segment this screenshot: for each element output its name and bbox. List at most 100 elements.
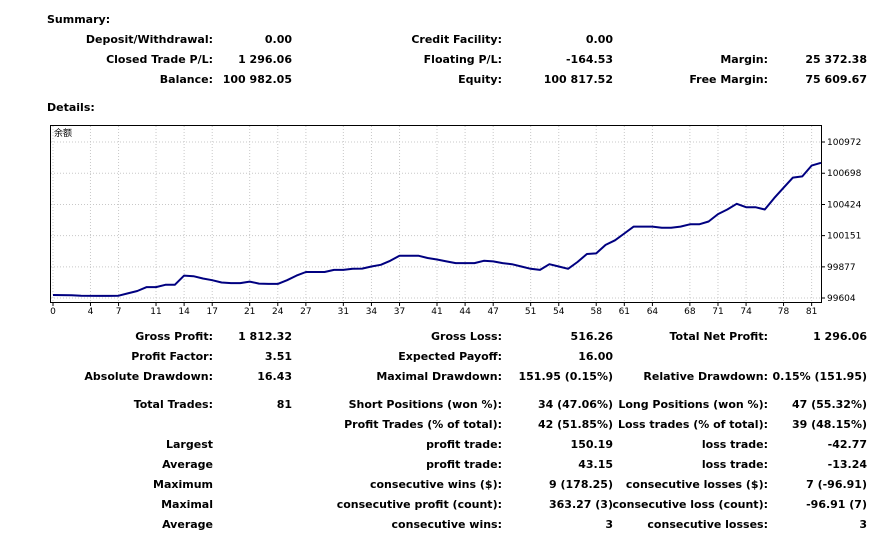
x-tick-label: 71 <box>712 307 723 317</box>
total-net-profit-label: Total Net Profit: <box>669 330 769 343</box>
x-tick-label: 7 <box>116 307 122 317</box>
x-tick-label: 81 <box>806 307 817 317</box>
maximal-drawdown-label: Maximal Drawdown: <box>376 370 502 383</box>
y-tick-label: 100698 <box>827 169 862 179</box>
average-loss-label: loss trade: <box>701 458 768 471</box>
relative-drawdown-value: 0.15% (151.95) <box>772 370 868 383</box>
x-tick-label: 61 <box>619 307 630 317</box>
y-tick-label: 99877 <box>827 263 856 273</box>
average-label: Average <box>162 458 213 471</box>
equity-label: Equity: <box>458 73 502 86</box>
x-tick-label: 78 <box>778 307 790 317</box>
x-tick-label: 37 <box>394 307 405 317</box>
absolute-drawdown-value: 16.43 <box>257 370 292 383</box>
x-tick-label: 51 <box>525 307 536 317</box>
maximum-label: Maximum <box>153 478 213 491</box>
x-tick-label: 74 <box>740 307 752 317</box>
y-tick-label: 100972 <box>827 138 861 148</box>
long-positions-value: 47 (55.32%) <box>791 398 867 411</box>
gross-loss-value: 516.26 <box>570 330 613 343</box>
largest-loss-value: -42.77 <box>827 438 867 451</box>
x-tick-label: 21 <box>244 307 255 317</box>
average-consec-label: Average <box>162 518 213 531</box>
average-profit-label: profit trade: <box>426 458 502 471</box>
average-loss-value: -13.24 <box>827 458 867 471</box>
expected-payoff-value: 16.00 <box>578 350 613 363</box>
deposit-withdrawal-value: 0.00 <box>264 33 292 46</box>
x-tick-label: 17 <box>206 307 217 317</box>
equity-value: 100 817.52 <box>543 73 613 86</box>
margin-value: 25 372.38 <box>805 53 867 66</box>
x-tick-label: 58 <box>590 307 602 317</box>
gross-loss-label: Gross Loss: <box>431 330 502 343</box>
total-trades-value: 81 <box>276 398 292 411</box>
average-profit-value: 43.15 <box>578 458 613 471</box>
free-margin-value: 75 609.67 <box>805 73 867 86</box>
x-tick-label: 24 <box>272 307 284 317</box>
summary-title: Summary: <box>47 13 111 26</box>
largest-loss-label: loss trade: <box>701 438 768 451</box>
deposit-withdrawal-label: Deposit/Withdrawal: <box>85 33 213 46</box>
closed-trade-pl-label: Closed Trade P/L: <box>106 53 213 66</box>
x-tick-label: 68 <box>684 307 696 317</box>
maximal-profit-value: 363.27 (3) <box>549 498 613 511</box>
loss-trades-label: Loss trades (% of total): <box>617 418 768 431</box>
x-tick-label: 41 <box>431 307 442 317</box>
profit-factor-value: 3.51 <box>264 350 292 363</box>
x-tick-label: 31 <box>338 307 349 317</box>
maximal-loss-label: consecutive loss (count): <box>612 498 768 511</box>
y-tick-label: 100424 <box>827 200 862 210</box>
x-tick-label: 4 <box>88 307 94 317</box>
average-consec-wins-label: consecutive wins: <box>391 518 502 531</box>
long-positions-label: Long Positions (won %): <box>618 398 768 411</box>
maximum-losses-label: consecutive losses ($): <box>625 478 768 491</box>
x-tick-label: 11 <box>150 307 161 317</box>
average-consec-losses-label: consecutive losses: <box>647 518 768 531</box>
maximum-wins-label: consecutive wins ($): <box>369 478 502 491</box>
y-tick-label: 99604 <box>827 294 856 304</box>
x-tick-label: 44 <box>459 307 471 317</box>
details-title: Details: <box>47 101 95 114</box>
short-positions-value: 34 (47.06%) <box>537 398 613 411</box>
loss-trades-value: 39 (48.15%) <box>791 418 867 431</box>
floating-pl-value: -164.53 <box>565 53 613 66</box>
chart-title: 余额 <box>54 127 72 139</box>
maximum-losses-value: 7 (-96.91) <box>806 478 867 491</box>
largest-profit-value: 150.19 <box>570 438 613 451</box>
balance-label: Balance: <box>159 73 213 86</box>
gross-profit-value: 1 812.32 <box>238 330 292 343</box>
profit-factor-label: Profit Factor: <box>131 350 213 363</box>
y-tick-label: 100151 <box>827 232 861 242</box>
profit-trades-value: 42 (51.85%) <box>537 418 613 431</box>
x-tick-label: 54 <box>553 307 565 317</box>
largest-profit-label: profit trade: <box>426 438 502 451</box>
relative-drawdown-label: Relative Drawdown: <box>643 370 768 383</box>
x-tick-label: 64 <box>647 307 659 317</box>
x-tick-label: 47 <box>487 307 498 317</box>
x-tick-label: 34 <box>366 307 378 317</box>
maximum-wins-value: 9 (178.25) <box>549 478 613 491</box>
balance-series-line <box>52 161 822 297</box>
profit-trades-label: Profit Trades (% of total): <box>344 418 502 431</box>
closed-trade-pl-value: 1 296.06 <box>238 53 292 66</box>
balance-chart <box>50 125 822 303</box>
largest-label: Largest <box>166 438 213 451</box>
average-consec-losses-value: 3 <box>859 518 867 531</box>
short-positions-label: Short Positions (won %): <box>348 398 502 411</box>
floating-pl-label: Floating P/L: <box>423 53 502 66</box>
absolute-drawdown-label: Absolute Drawdown: <box>84 370 213 383</box>
maximal-profit-label: consecutive profit (count): <box>336 498 502 511</box>
free-margin-label: Free Margin: <box>689 73 768 86</box>
x-tick-label: 14 <box>178 307 190 317</box>
total-trades-label: Total Trades: <box>133 398 213 411</box>
credit-facility-value: 0.00 <box>585 33 613 46</box>
margin-label: Margin: <box>720 53 768 66</box>
x-tick-label: 0 <box>50 307 56 317</box>
x-tick-label: 27 <box>300 307 311 317</box>
credit-facility-label: Credit Facility: <box>411 33 502 46</box>
maximal-loss-value: -96.91 (7) <box>806 498 867 511</box>
total-net-profit-value: 1 296.06 <box>813 330 867 343</box>
gross-profit-label: Gross Profit: <box>135 330 213 343</box>
balance-value: 100 982.05 <box>222 73 292 86</box>
